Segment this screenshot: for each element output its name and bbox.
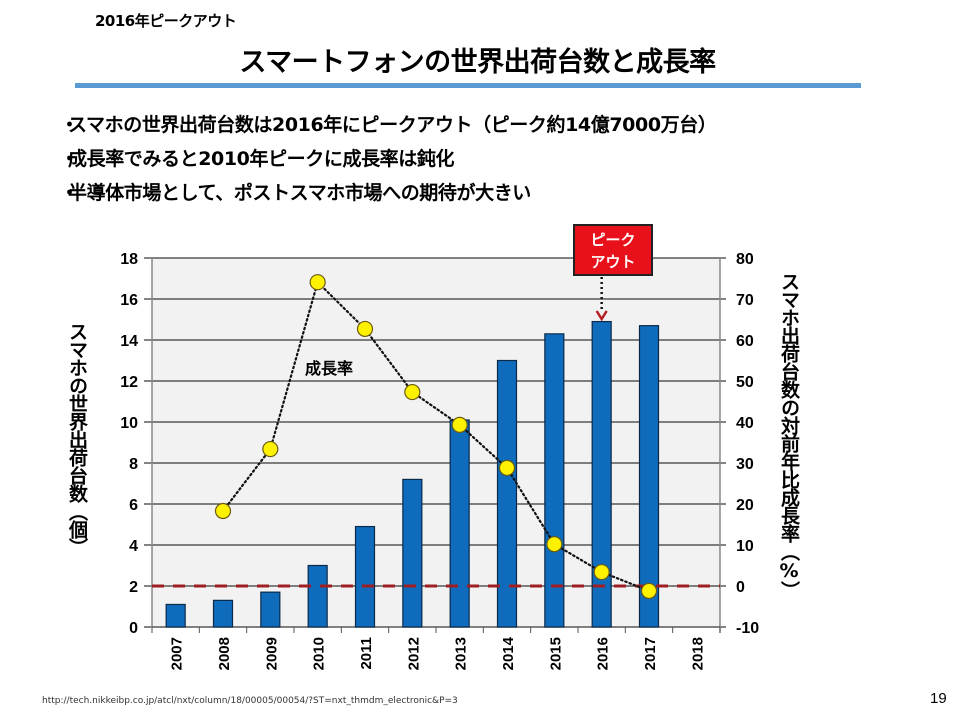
slide-title: スマートフォンの世界出荷台数と成長率 (239, 47, 716, 78)
x-tick-label: 2014 (500, 636, 517, 670)
growth-rate-line (221, 280, 651, 593)
y-left-tick-label: 16 (120, 292, 138, 309)
y-axis-left-title: スマホの世界出荷台数（個） (66, 322, 88, 556)
y-left-tick-label: 4 (129, 538, 138, 555)
bullet-text: 成長率でみると2010年ピークに成長率は鈍化 (68, 148, 455, 170)
x-tick-label: 2009 (263, 637, 280, 670)
source-url[interactable]: http://tech.nikkeibp.co.jp/atcl/nxt/colu… (42, 696, 458, 706)
growth-point-2017 (640, 582, 658, 600)
bullet-text: スマホの世界出荷台数は2016年にピークアウト（ピーク約14億7000万台） (68, 114, 717, 136)
y-right-tick-label: -10 (736, 620, 759, 637)
y-left-tick-label: 12 (120, 374, 138, 391)
growth-point-2016 (593, 563, 610, 581)
bar-2011 (354, 525, 376, 628)
growth-point-2015 (546, 536, 563, 553)
y-right-tick-label: 40 (736, 415, 754, 432)
bar-2016 (591, 320, 612, 628)
x-tick-label: 2007 (169, 637, 186, 670)
growth-point-2008 (214, 502, 232, 520)
bullet-item: ・半導体市場として、ポストスマホ市場への期待が大きい (60, 176, 716, 210)
y-right-tick-label: 80 (736, 251, 754, 268)
x-tick-label: 2016 (595, 637, 612, 670)
y-left-tick-label: 2 (129, 579, 138, 596)
y-left-tick-label: 6 (129, 497, 138, 514)
y-right-tick-label: 10 (736, 538, 754, 555)
x-tick-label: 2018 (689, 637, 706, 670)
y-right-tick-label: 0 (736, 579, 745, 596)
bullet-text: 半導体市場として、ポストスマホ市場への期待が大きい (68, 182, 531, 204)
y-left-tick-label: 10 (120, 415, 138, 432)
y-left-tick-label: 0 (129, 620, 138, 637)
bar-2010 (307, 564, 328, 628)
title-divider (75, 83, 861, 88)
y-left-tick-label: 18 (120, 251, 138, 268)
bar-2014 (496, 359, 518, 628)
peak-out-callout: ピーク アウト (573, 224, 653, 276)
slide-subtitle: 2016年ピークアウト (95, 12, 237, 30)
y-right-tick-label: 70 (736, 292, 754, 309)
plot-area (152, 258, 720, 627)
bar-2017 (638, 325, 660, 628)
growth-point-2014 (498, 459, 516, 477)
growth-point-2010 (309, 274, 326, 291)
growth-point-2012 (404, 383, 421, 401)
growth-point-2011 (356, 320, 374, 338)
y-right-tick-label: 50 (736, 374, 754, 391)
y-left-tick-label: 14 (120, 333, 138, 350)
growth-point-2013 (451, 416, 468, 433)
x-tick-label: 2015 (547, 637, 564, 670)
x-tick-label: 2013 (453, 637, 470, 670)
x-tick-label: 2010 (311, 637, 328, 670)
peak-out-line-2: アウト (590, 253, 636, 271)
bullet-item: ・成長率でみると2010年ピークに成長率は鈍化 (60, 142, 716, 176)
bar-2009 (260, 591, 281, 628)
y-right-tick-label: 60 (736, 333, 754, 350)
x-tick-label: 2008 (216, 637, 233, 670)
y-axis-right-title: スマホ出荷台数の対前年比成長率（%） (778, 272, 800, 599)
bar-2008 (212, 599, 234, 628)
growth-rate-annotation: 成長率 (305, 359, 354, 378)
peak-out-line-1: ピーク (590, 231, 636, 249)
bar-2012 (402, 478, 423, 628)
y-right-tick-label: 20 (736, 497, 754, 514)
bullet-list: ・スマホの世界出荷台数は2016年にピークアウト（ピーク約14億7000万台） … (60, 108, 717, 210)
bar-2007 (165, 603, 186, 628)
y-right-tick-label: 30 (736, 456, 754, 473)
growth-point-2009 (262, 440, 279, 458)
x-tick-label: 2011 (358, 637, 375, 670)
peak-arrow-head (595, 310, 608, 322)
x-tick-label: 2012 (405, 637, 422, 670)
bar-2015 (544, 333, 565, 628)
x-tick-label: 2017 (642, 637, 659, 670)
y-left-tick-label: 8 (129, 456, 138, 473)
bar-2013 (449, 419, 470, 628)
bullet-item: ・スマホの世界出荷台数は2016年にピークアウト（ピーク約14億7000万台） (60, 108, 717, 142)
page-number: 19 (930, 690, 947, 707)
